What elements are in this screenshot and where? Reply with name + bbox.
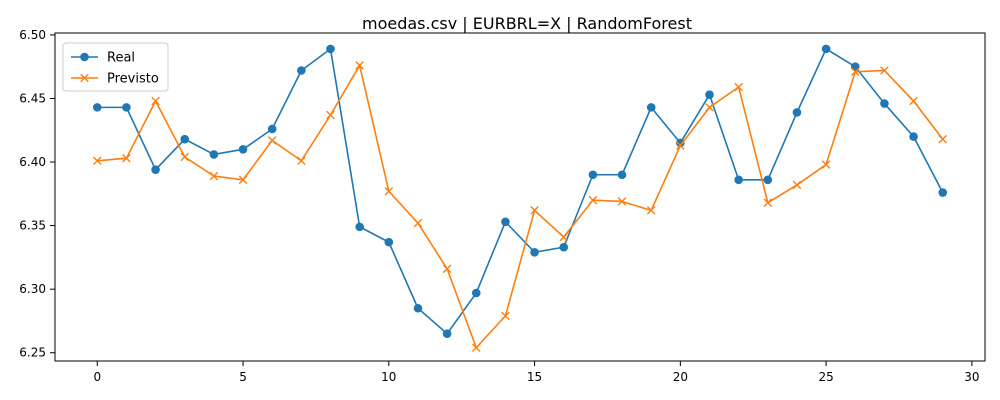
data-point <box>617 197 627 206</box>
data-point <box>122 153 131 163</box>
x-tick-label: 30 <box>964 370 979 384</box>
data-point <box>938 134 948 144</box>
data-point <box>297 66 306 75</box>
legend-marker <box>80 52 89 62</box>
data-point <box>792 180 802 190</box>
chart-title: moedas.csv | EURBRL=X | RandomForest <box>362 14 692 33</box>
x-tick-label: 10 <box>381 370 396 384</box>
data-point <box>763 175 773 185</box>
data-point <box>267 124 277 134</box>
series-previsto <box>92 61 948 352</box>
x-tick-label: 15 <box>527 370 542 384</box>
data-point <box>209 150 219 159</box>
data-point <box>326 44 335 54</box>
data-point <box>122 103 131 112</box>
data-point <box>588 195 598 205</box>
data-point <box>92 156 102 166</box>
data-point <box>238 175 248 185</box>
legend: Real Previsto <box>62 42 169 92</box>
data-point <box>938 188 948 197</box>
data-point <box>763 198 773 208</box>
data-point <box>471 288 481 298</box>
data-point <box>442 329 452 338</box>
data-point <box>530 206 539 215</box>
data-point <box>850 67 860 77</box>
data-point <box>326 110 335 120</box>
data-point <box>151 96 160 106</box>
legend-marker <box>80 73 89 83</box>
plot-frame <box>54 32 986 362</box>
data-point <box>588 170 598 180</box>
data-point <box>413 218 423 228</box>
data-point <box>734 175 743 185</box>
data-point <box>355 61 364 70</box>
legend-label: Previsto <box>107 72 159 87</box>
legend-label: Real <box>107 51 135 66</box>
y-tick-label: 6.25 <box>19 346 46 360</box>
data-point <box>880 66 889 75</box>
data-point <box>501 217 510 227</box>
data-point <box>442 264 452 274</box>
data-point <box>821 160 831 169</box>
x-tick-label: 5 <box>239 370 247 384</box>
x-tick-label: 0 <box>93 370 101 384</box>
data-point <box>180 134 190 144</box>
data-point <box>617 170 627 180</box>
data-point <box>355 222 364 232</box>
data-point <box>909 96 918 106</box>
y-tick-label: 6.30 <box>19 282 46 296</box>
data-point <box>676 141 685 150</box>
data-point <box>880 99 889 108</box>
y-tick-label: 6.50 <box>19 28 46 42</box>
data-point <box>530 248 539 257</box>
data-point <box>384 237 394 247</box>
data-point <box>676 138 685 148</box>
data-point <box>734 82 743 92</box>
data-point <box>705 90 714 99</box>
data-point <box>209 171 219 181</box>
series-real <box>92 44 948 338</box>
data-point <box>151 165 160 174</box>
y-tick-label: 6.35 <box>19 219 46 233</box>
series-line <box>97 63 944 350</box>
data-point <box>92 103 102 112</box>
data-point <box>297 156 306 166</box>
data-point <box>821 44 831 54</box>
data-point <box>646 103 656 112</box>
data-point <box>180 152 190 162</box>
data-point <box>909 132 918 141</box>
data-point <box>559 232 569 242</box>
series-line <box>97 47 944 335</box>
data-point <box>413 303 423 313</box>
data-point <box>501 311 510 321</box>
legend-box <box>62 42 169 92</box>
data-point <box>559 242 569 252</box>
data-point <box>238 145 248 154</box>
y-tick-label: 6.45 <box>19 91 46 105</box>
data-point <box>792 108 802 117</box>
x-tick-label: 25 <box>818 370 833 384</box>
y-tick-label: 6.40 <box>19 155 46 169</box>
data-point <box>267 136 277 145</box>
data-point <box>471 343 481 352</box>
data-point <box>705 103 714 112</box>
data-point <box>646 206 656 215</box>
x-tick-label: 20 <box>673 370 688 384</box>
data-point <box>384 186 394 196</box>
